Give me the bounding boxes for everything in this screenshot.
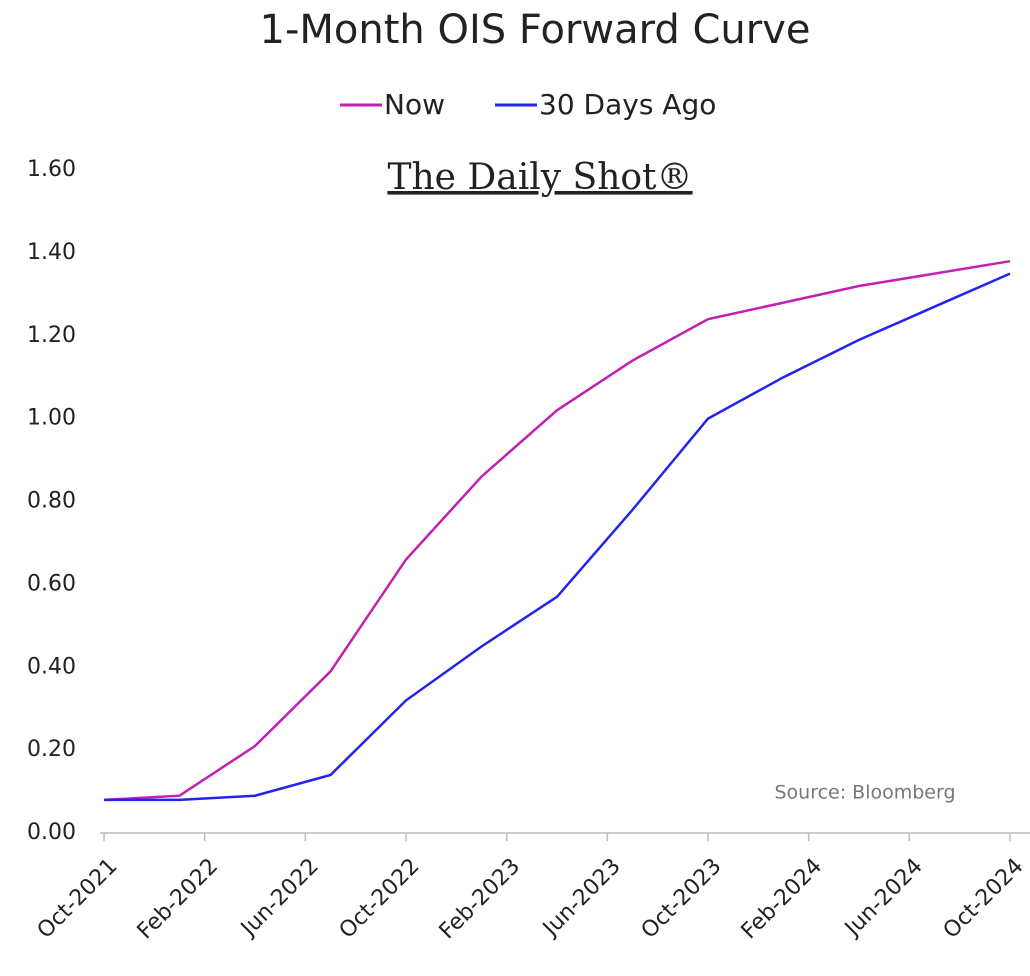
x-tick-label: Oct-2022 [335, 854, 425, 944]
y-tick-label: 1.40 [27, 240, 76, 265]
source-note: Source: Bloomberg [774, 782, 955, 804]
y-tick-label: 0.80 [27, 489, 76, 514]
y-tick-label: 1.60 [27, 157, 76, 182]
x-tick-label: Oct-2021 [33, 854, 123, 944]
y-tick-label: 0.60 [27, 571, 76, 596]
legend-label: Now [384, 88, 445, 121]
line-series [103, 259, 1011, 802]
y-tick-label: 0.20 [27, 737, 76, 762]
x-tick-label: Jun-2022 [235, 854, 324, 943]
x-tick-label: Oct-2023 [637, 854, 727, 944]
x-tick-label: Oct-2024 [939, 854, 1029, 944]
x-tick-label: Feb-2023 [435, 854, 525, 944]
legend-label: 30 Days Ago [539, 88, 716, 121]
y-tick-label: 1.20 [27, 323, 76, 348]
x-tick-label: Feb-2022 [133, 854, 223, 944]
line-series [104, 272, 1011, 802]
y-tick-label: 0.40 [27, 654, 76, 679]
x-tick-label: Feb-2024 [737, 854, 827, 944]
y-tick-label: 0.00 [27, 820, 76, 845]
chart-title: 1-Month OIS Forward Curve [260, 7, 811, 53]
watermark: The Daily Shot® [387, 157, 692, 198]
x-tick-label: Jun-2024 [839, 854, 928, 943]
x-tick-label: Jun-2023 [537, 854, 626, 943]
y-tick-label: 1.00 [27, 406, 76, 431]
